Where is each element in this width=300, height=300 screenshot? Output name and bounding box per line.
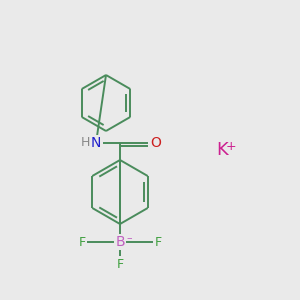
Text: O: O [151,136,161,150]
Text: +: + [226,140,236,152]
Text: K: K [216,141,228,159]
Text: N: N [91,136,101,150]
Text: F: F [78,236,85,248]
Text: F: F [116,257,124,271]
Text: H: H [80,136,90,148]
Text: F: F [154,236,162,248]
Text: –: – [126,233,132,243]
Text: B: B [115,235,125,249]
